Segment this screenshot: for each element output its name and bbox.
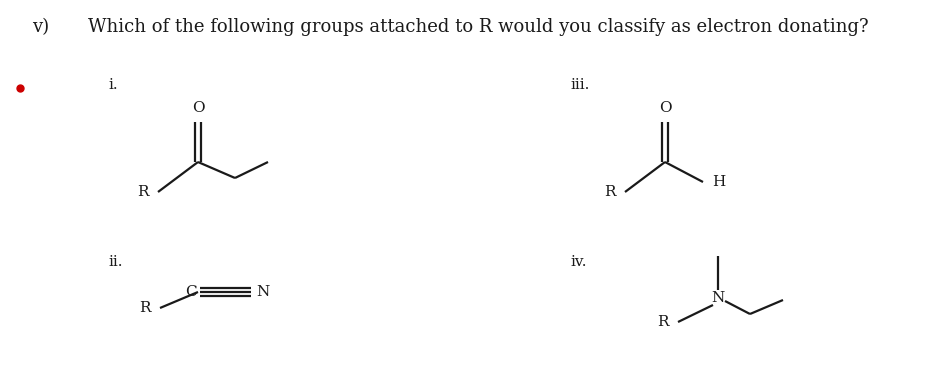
Text: v): v)	[32, 18, 49, 36]
Text: i.: i.	[108, 78, 118, 92]
Text: ii.: ii.	[108, 255, 123, 269]
Text: iii.: iii.	[570, 78, 590, 92]
Text: N: N	[256, 285, 270, 299]
Text: R: R	[139, 301, 151, 315]
Text: N: N	[711, 291, 724, 305]
Text: H: H	[712, 175, 725, 189]
Text: R: R	[605, 185, 616, 199]
Text: R: R	[138, 185, 149, 199]
Text: O: O	[659, 101, 671, 115]
Text: iv.: iv.	[570, 255, 587, 269]
Text: C: C	[185, 285, 197, 299]
Text: R: R	[657, 315, 669, 329]
Text: O: O	[192, 101, 204, 115]
Text: Which of the following groups attached to R would you classify as electron donat: Which of the following groups attached t…	[88, 18, 869, 36]
